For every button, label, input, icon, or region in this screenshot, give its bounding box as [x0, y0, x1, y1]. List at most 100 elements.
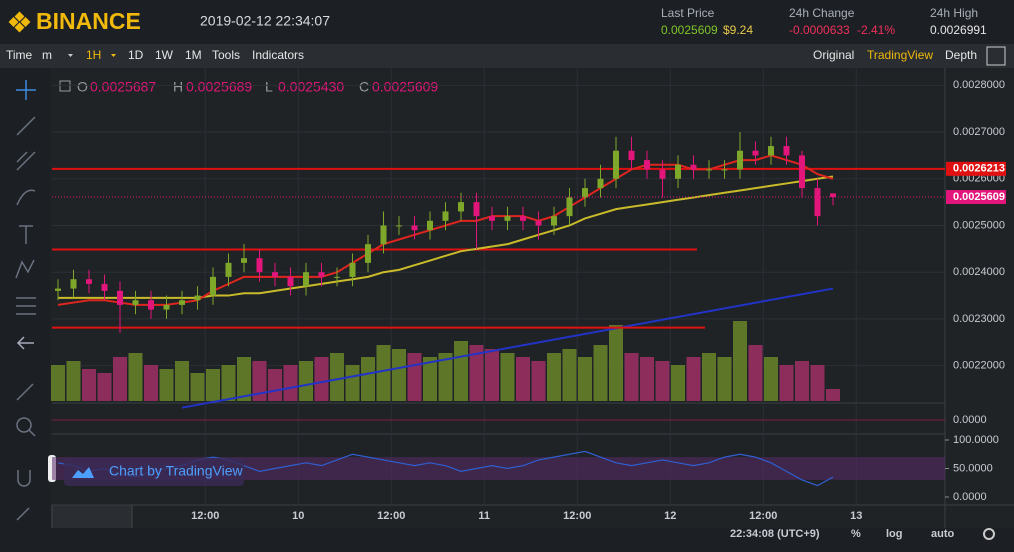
ohlc-value: 0.0025609	[372, 79, 438, 95]
candle-body	[194, 295, 201, 301]
ohlc-value: 0.0025687	[90, 79, 156, 95]
candle-body	[473, 202, 480, 217]
stat-value: 0.0026991	[930, 23, 987, 37]
toolbar-button[interactable]: Original	[813, 48, 854, 62]
scale-button[interactable]: auto	[931, 528, 955, 540]
toolbar-button[interactable]: 1W	[155, 48, 174, 62]
price-label: 0.0026213	[953, 163, 1005, 175]
toolbar-button[interactable]: Indicators	[252, 48, 304, 62]
legend-toggle[interactable]	[59, 80, 71, 92]
rsi-tick-label: 100.0000	[953, 434, 999, 446]
candle-body	[365, 244, 371, 263]
volume-bar	[144, 365, 158, 401]
candle-body	[597, 178, 604, 189]
candle-body	[566, 197, 573, 217]
candle-body	[628, 150, 635, 161]
volume-bar	[516, 357, 530, 401]
toolbar-button[interactable]: Tools	[212, 48, 240, 62]
candle-body	[814, 188, 821, 217]
volume-bar	[361, 357, 375, 401]
y-tick-label: 0.0022000	[953, 360, 1005, 372]
ohlc-value: 0.0025689	[186, 79, 252, 95]
volume-bar	[795, 361, 809, 401]
candle-body	[55, 288, 61, 291]
toolbar-button[interactable]: m	[42, 48, 52, 62]
candle-body	[752, 150, 759, 156]
volume-bar	[345, 365, 360, 401]
candle-body	[256, 258, 263, 273]
volume-bar	[655, 361, 670, 401]
volume-bar	[314, 357, 329, 401]
fullscreen-button[interactable]	[986, 46, 1006, 66]
volume-bar	[593, 345, 608, 401]
x-tick-label: 12	[664, 510, 676, 522]
volume-bar	[283, 365, 298, 401]
candle-body	[551, 216, 557, 226]
candle-body	[690, 164, 697, 170]
dropdown-arrow	[111, 54, 116, 57]
volume-bar	[392, 349, 406, 401]
candle-body	[458, 202, 464, 212]
volume-bar	[454, 341, 468, 401]
toolbar-button[interactable]: 1D	[128, 48, 144, 62]
volume-bar	[640, 357, 654, 401]
volume-bar	[82, 369, 96, 401]
candle-body	[427, 220, 433, 231]
volume-bar	[330, 353, 344, 401]
volume-bar	[609, 325, 623, 401]
x-tick-label: 12:00	[191, 510, 219, 522]
volume-bar	[66, 361, 81, 401]
ohlc-label: C	[359, 79, 369, 95]
candle-body	[737, 150, 743, 170]
volume-bar	[826, 389, 840, 401]
candle-body	[349, 262, 356, 277]
volume-bar	[531, 361, 546, 401]
stat-value: $9.24	[723, 23, 753, 37]
toolbar-button[interactable]: 1M	[185, 48, 202, 62]
toolbar-button[interactable]: 1H	[86, 48, 101, 62]
volume-bar	[113, 357, 127, 401]
candle-body	[210, 276, 216, 296]
volume-bar	[376, 345, 391, 401]
candle-body	[287, 276, 294, 287]
candle-body	[272, 272, 278, 277]
timezone: 22:34:08 (UTC+9)	[730, 528, 820, 540]
scale-button[interactable]: %	[851, 528, 861, 540]
candle-body	[334, 276, 340, 278]
candle-body	[380, 225, 387, 245]
trendline	[181, 287, 834, 409]
volume-bar	[438, 353, 453, 401]
stat-value: -2.41%	[857, 23, 895, 37]
candle-body	[520, 216, 526, 221]
watermark: Chart by TradingView	[109, 463, 243, 479]
header-bar	[0, 0, 1014, 44]
volume-bar	[268, 369, 282, 401]
settings-button[interactable]	[983, 528, 995, 540]
candle-body	[411, 225, 418, 231]
volume-bar	[51, 365, 65, 401]
volume-bar	[562, 349, 577, 401]
toolbar-button[interactable]: Depth	[945, 48, 977, 62]
volume-bar	[175, 361, 189, 401]
candle-body	[706, 169, 712, 171]
scale-button[interactable]: log	[886, 528, 903, 540]
drawing-tools	[15, 80, 36, 540]
y-tick-label: 0.0025000	[953, 219, 1005, 231]
volume-bar	[702, 353, 716, 401]
y-tick-label: 0.0024000	[953, 266, 1005, 278]
toolbar-button[interactable]: TradingView	[867, 48, 933, 62]
logo: BINANCE	[36, 8, 141, 34]
candle-body	[442, 211, 449, 221]
candle-body	[148, 300, 154, 310]
candle-body	[318, 272, 325, 277]
ohlc-label: H	[173, 79, 183, 95]
rsi-tick-label: 0.0000	[953, 491, 987, 503]
volume-bar	[717, 357, 732, 401]
candle-body	[396, 225, 402, 227]
candle-body	[132, 300, 139, 305]
candle-body	[163, 304, 170, 310]
moving-average	[58, 175, 834, 299]
rsi-tick-label: 50.0000	[953, 462, 993, 474]
volume-bar	[469, 345, 484, 401]
toolbar-button[interactable]: Time	[6, 48, 33, 62]
